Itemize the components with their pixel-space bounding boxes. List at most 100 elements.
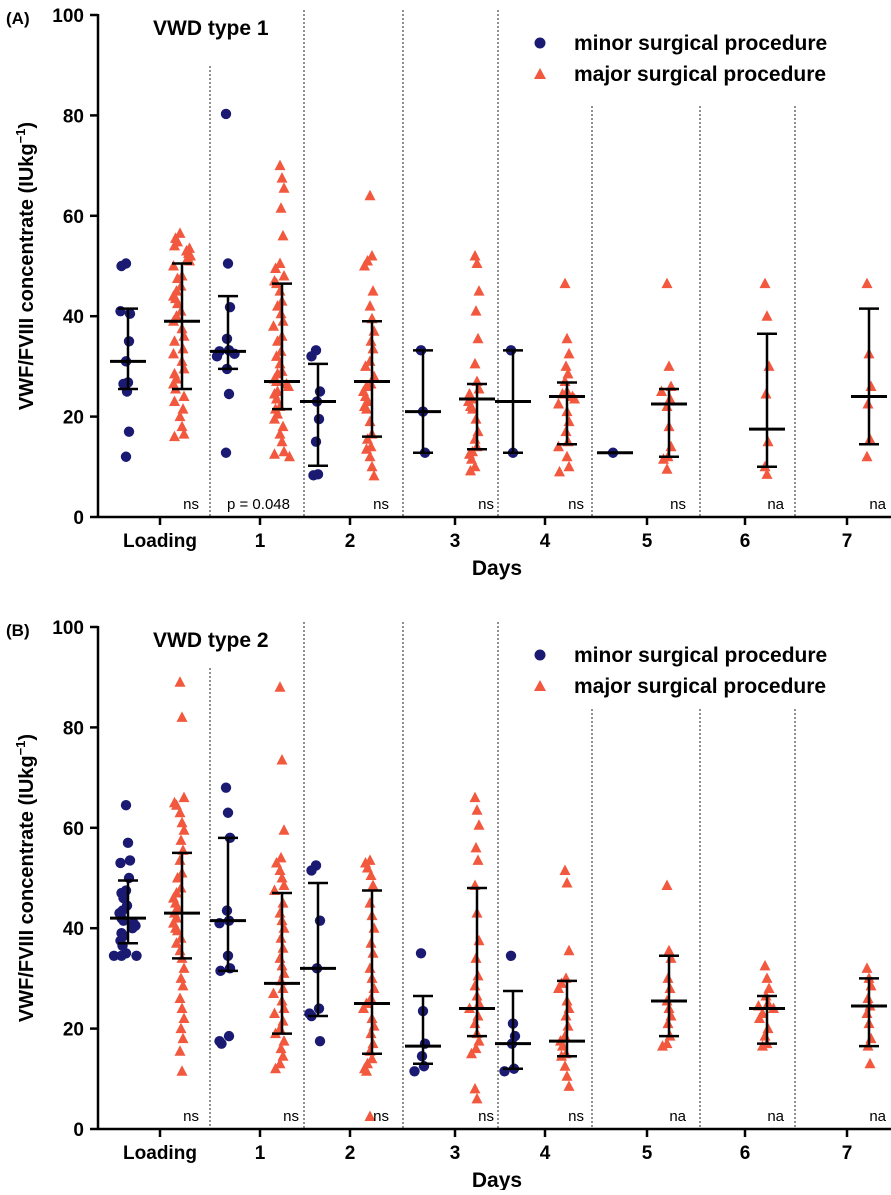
data-point-major — [563, 460, 575, 472]
data-point-major — [361, 1065, 372, 1076]
data-point-major — [178, 390, 190, 402]
x-tick-label: 5 — [642, 1143, 653, 1164]
x-tick-label: 5 — [642, 531, 653, 552]
data-point-minor — [211, 351, 223, 362]
data-point-major — [278, 270, 290, 281]
panel-a: 0 20 40 60 80 100 Loading 1 2 3 4 5 6 7 Days VWF/FVIII … — [6, 6, 891, 580]
data-point-minor — [116, 950, 127, 962]
data-point-major — [274, 159, 286, 171]
data-point-major — [471, 1092, 483, 1104]
data-point-major — [269, 413, 280, 424]
data-point-major — [171, 799, 182, 810]
data-point-major — [274, 907, 286, 918]
data-point-major — [169, 335, 180, 346]
data-point-major — [271, 350, 282, 361]
y-tick-label: 60 — [63, 819, 84, 840]
data-point-major — [360, 360, 371, 371]
series-major-group — [459, 249, 495, 476]
significance-label: ns — [183, 1108, 199, 1125]
data-point-major — [368, 325, 380, 336]
data-point-major — [172, 872, 183, 883]
panel-label: (A) — [6, 9, 30, 28]
data-point-minor — [120, 451, 132, 462]
x-tick-label: 4 — [540, 1143, 551, 1164]
significance-label: ns — [478, 1108, 494, 1125]
data-point-major — [364, 415, 376, 427]
data-point-major — [364, 189, 376, 201]
series-minor-group — [300, 345, 336, 481]
data-point-minor — [127, 923, 138, 934]
data-point-major — [277, 1050, 289, 1061]
data-point-major — [763, 982, 775, 993]
series-minor-group — [597, 447, 633, 458]
series-major-group — [651, 879, 687, 1051]
data-point-major — [168, 260, 179, 271]
data-point-major — [175, 1022, 187, 1034]
data-point-minor — [131, 950, 142, 962]
y-axis-label-text: VWF/FVIII concentrate (IUkg — [16, 143, 38, 410]
legend-marker-major — [534, 680, 546, 691]
data-point-major — [761, 468, 773, 479]
data-point-major — [658, 453, 669, 464]
x-tick-label: Loading — [123, 531, 197, 552]
x-tick-label: 7 — [842, 1143, 853, 1164]
chart-title: VWD type 2 — [153, 629, 269, 652]
significance-label: na — [767, 1108, 784, 1125]
data-point-major — [177, 979, 189, 991]
data-point-major — [563, 415, 575, 427]
data-point-major — [472, 332, 484, 344]
data-point-minor — [216, 1038, 227, 1049]
series-minor-group — [110, 258, 146, 462]
series-minor-group — [495, 345, 531, 458]
data-point-major — [861, 450, 873, 462]
data-point-minor — [223, 1030, 235, 1042]
data-point-major — [554, 465, 565, 477]
y-axis-label: VWF/FVIII concentrate (IUkg−1) — [13, 734, 38, 1022]
data-point-major — [278, 445, 290, 457]
series-major-group — [459, 791, 495, 1104]
data-point-major — [178, 791, 190, 803]
y-tick-label: 100 — [52, 618, 84, 639]
data-point-major — [358, 1002, 369, 1014]
data-point-major — [176, 1002, 188, 1014]
legend-label: minor surgical procedure — [574, 644, 827, 667]
data-point-major — [364, 300, 376, 311]
data-point-major — [278, 182, 290, 193]
data-point-major — [364, 897, 376, 908]
series-major-group — [264, 159, 300, 462]
series-major-group — [851, 277, 887, 462]
series-major-group — [651, 277, 687, 474]
data-point-minor — [116, 260, 127, 272]
series-major-group — [549, 277, 585, 477]
legend-marker-major — [534, 68, 546, 79]
data-point-major — [364, 450, 376, 462]
data-point-major — [178, 962, 190, 973]
data-point-major — [470, 305, 482, 316]
series-minor-group — [405, 948, 441, 1077]
series-major-group — [851, 962, 887, 1069]
data-point-major — [661, 277, 673, 289]
data-point-major — [557, 1040, 568, 1051]
data-point-major — [368, 922, 380, 933]
data-point-major — [172, 297, 183, 309]
data-point-major — [172, 924, 183, 936]
data-point-major — [174, 854, 186, 865]
data-point-major — [274, 428, 286, 439]
data-point-major — [473, 285, 485, 296]
y-tick-label: 20 — [63, 408, 84, 429]
data-point-major — [276, 435, 288, 447]
data-point-major — [168, 347, 179, 359]
data-point-major — [278, 1035, 290, 1046]
data-point-major — [271, 393, 282, 404]
legend-marker-minor — [534, 37, 546, 49]
data-point-major — [757, 1040, 768, 1051]
data-point-major — [759, 277, 771, 289]
y-tick-label: 100 — [52, 6, 84, 27]
y-axis-label-close: ) — [16, 122, 38, 129]
data-point-major — [473, 934, 485, 946]
series-minor-group — [405, 345, 441, 458]
data-point-minor — [115, 857, 126, 869]
data-point-major — [169, 430, 180, 442]
data-point-major — [665, 440, 677, 452]
